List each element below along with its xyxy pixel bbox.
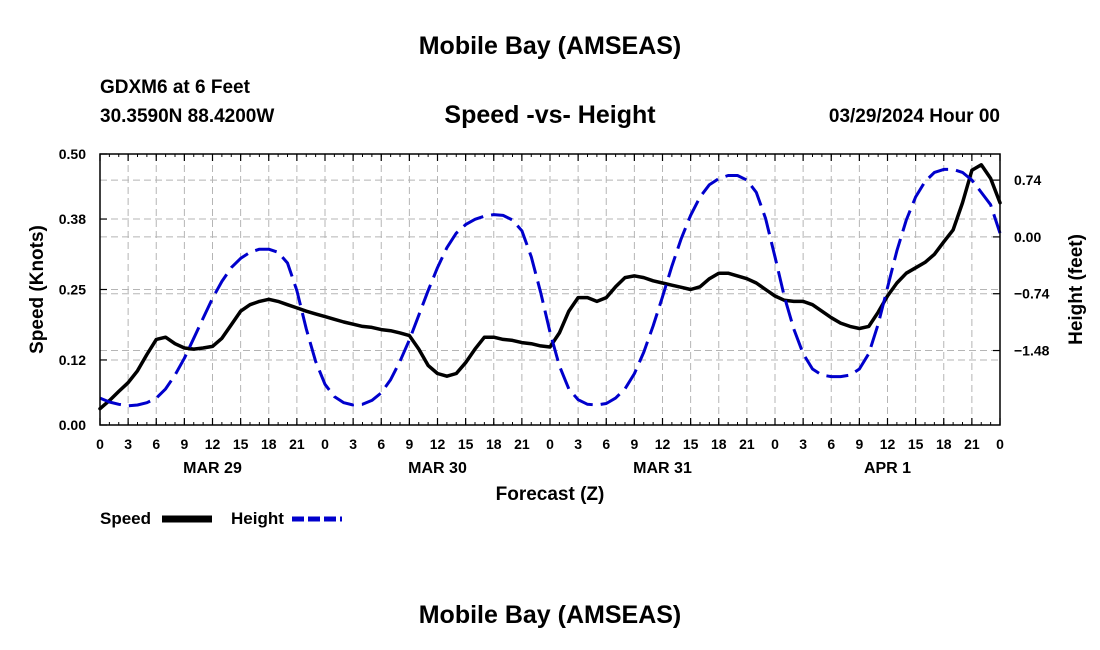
x-tick-label: 12 (205, 436, 221, 452)
legend-height-swatch (292, 516, 342, 522)
x-tick-label: 18 (486, 436, 502, 452)
x-tick-label: 0 (96, 436, 104, 452)
x-tick-label: 0 (321, 436, 329, 452)
y2-tick-label: −0.74 (1014, 286, 1050, 302)
x-tick-label: 15 (458, 436, 474, 452)
x-tick-label: 18 (936, 436, 952, 452)
y-tick-label: 0.12 (59, 352, 86, 368)
y2-axis-label: Height (feet) (1066, 234, 1087, 345)
x-tick-label: 21 (514, 436, 530, 452)
x-tick-label: 6 (827, 436, 835, 452)
x-tick-label: 6 (602, 436, 610, 452)
x-tick-label: 21 (739, 436, 755, 452)
main-title: Mobile Bay (AMSEAS) (418, 32, 682, 60)
x-tick-label: 3 (349, 436, 357, 452)
station-name: GDXM6 at 6 Feet (100, 77, 250, 98)
y-tick-label: 0.50 (59, 146, 86, 162)
x-tick-label: 9 (180, 436, 188, 452)
x-tick-label: 0 (996, 436, 1004, 452)
x-tick-label: 0 (546, 436, 554, 452)
footer-title: Mobile Bay (AMSEAS) (418, 601, 682, 629)
x-tick-label: 9 (405, 436, 413, 452)
x-tick-label: 6 (152, 436, 160, 452)
x-tick-label: 9 (630, 436, 638, 452)
x-tick-label: 18 (711, 436, 727, 452)
day-label: APR 1 (864, 460, 911, 477)
x-tick-label: 15 (908, 436, 924, 452)
x-tick-label: 15 (683, 436, 699, 452)
x-tick-label: 3 (574, 436, 582, 452)
legend-speed-label: Speed (100, 509, 152, 528)
x-tick-label: 18 (261, 436, 277, 452)
day-label: MAR 31 (633, 460, 692, 477)
x-tick-label: 21 (964, 436, 980, 452)
y-tick-label: 0.25 (59, 282, 86, 298)
speed-height-chart: 0 3 6 9 12 15 18 21 0 3 6 9 12 15 18 21 0 3 6 9 12 15 18 21 0 3 6 9… (27, 146, 1087, 505)
x-tick-label: 12 (430, 436, 446, 452)
y2-tick-label: −1.48 (1014, 343, 1050, 359)
y2-tick-label: 0.00 (1014, 229, 1041, 245)
y-tick-label: 0.38 (59, 211, 86, 227)
x-axis-label: Forecast (Z) (496, 484, 605, 505)
x-tick-label: 9 (855, 436, 863, 452)
y-axis-label: Speed (Knots) (27, 225, 48, 354)
legend-height-label: Height (231, 509, 284, 528)
legend-speed-swatch (162, 515, 212, 523)
x-tick-label: 15 (233, 436, 249, 452)
x-tick-label: 12 (655, 436, 671, 452)
x-tick-label: 0 (771, 436, 779, 452)
run-time: 03/29/2024 Hour 00 (828, 106, 1000, 127)
day-label: MAR 30 (408, 460, 467, 477)
x-tick-label: 6 (377, 436, 385, 452)
series-speed-line (98, 163, 1002, 411)
x-tick-label: 12 (880, 436, 896, 452)
x-tick-label: 21 (289, 436, 305, 452)
station-coordinates: 30.3590N 88.4200W (100, 106, 275, 127)
day-label: MAR 29 (183, 460, 242, 477)
y-tick-label: 0.00 (59, 417, 86, 433)
chart-subtitle: Speed -vs- Height (444, 101, 656, 129)
y2-tick-label: 0.74 (1014, 172, 1041, 188)
x-tick-label: 3 (799, 436, 807, 452)
x-tick-label: 3 (124, 436, 132, 452)
